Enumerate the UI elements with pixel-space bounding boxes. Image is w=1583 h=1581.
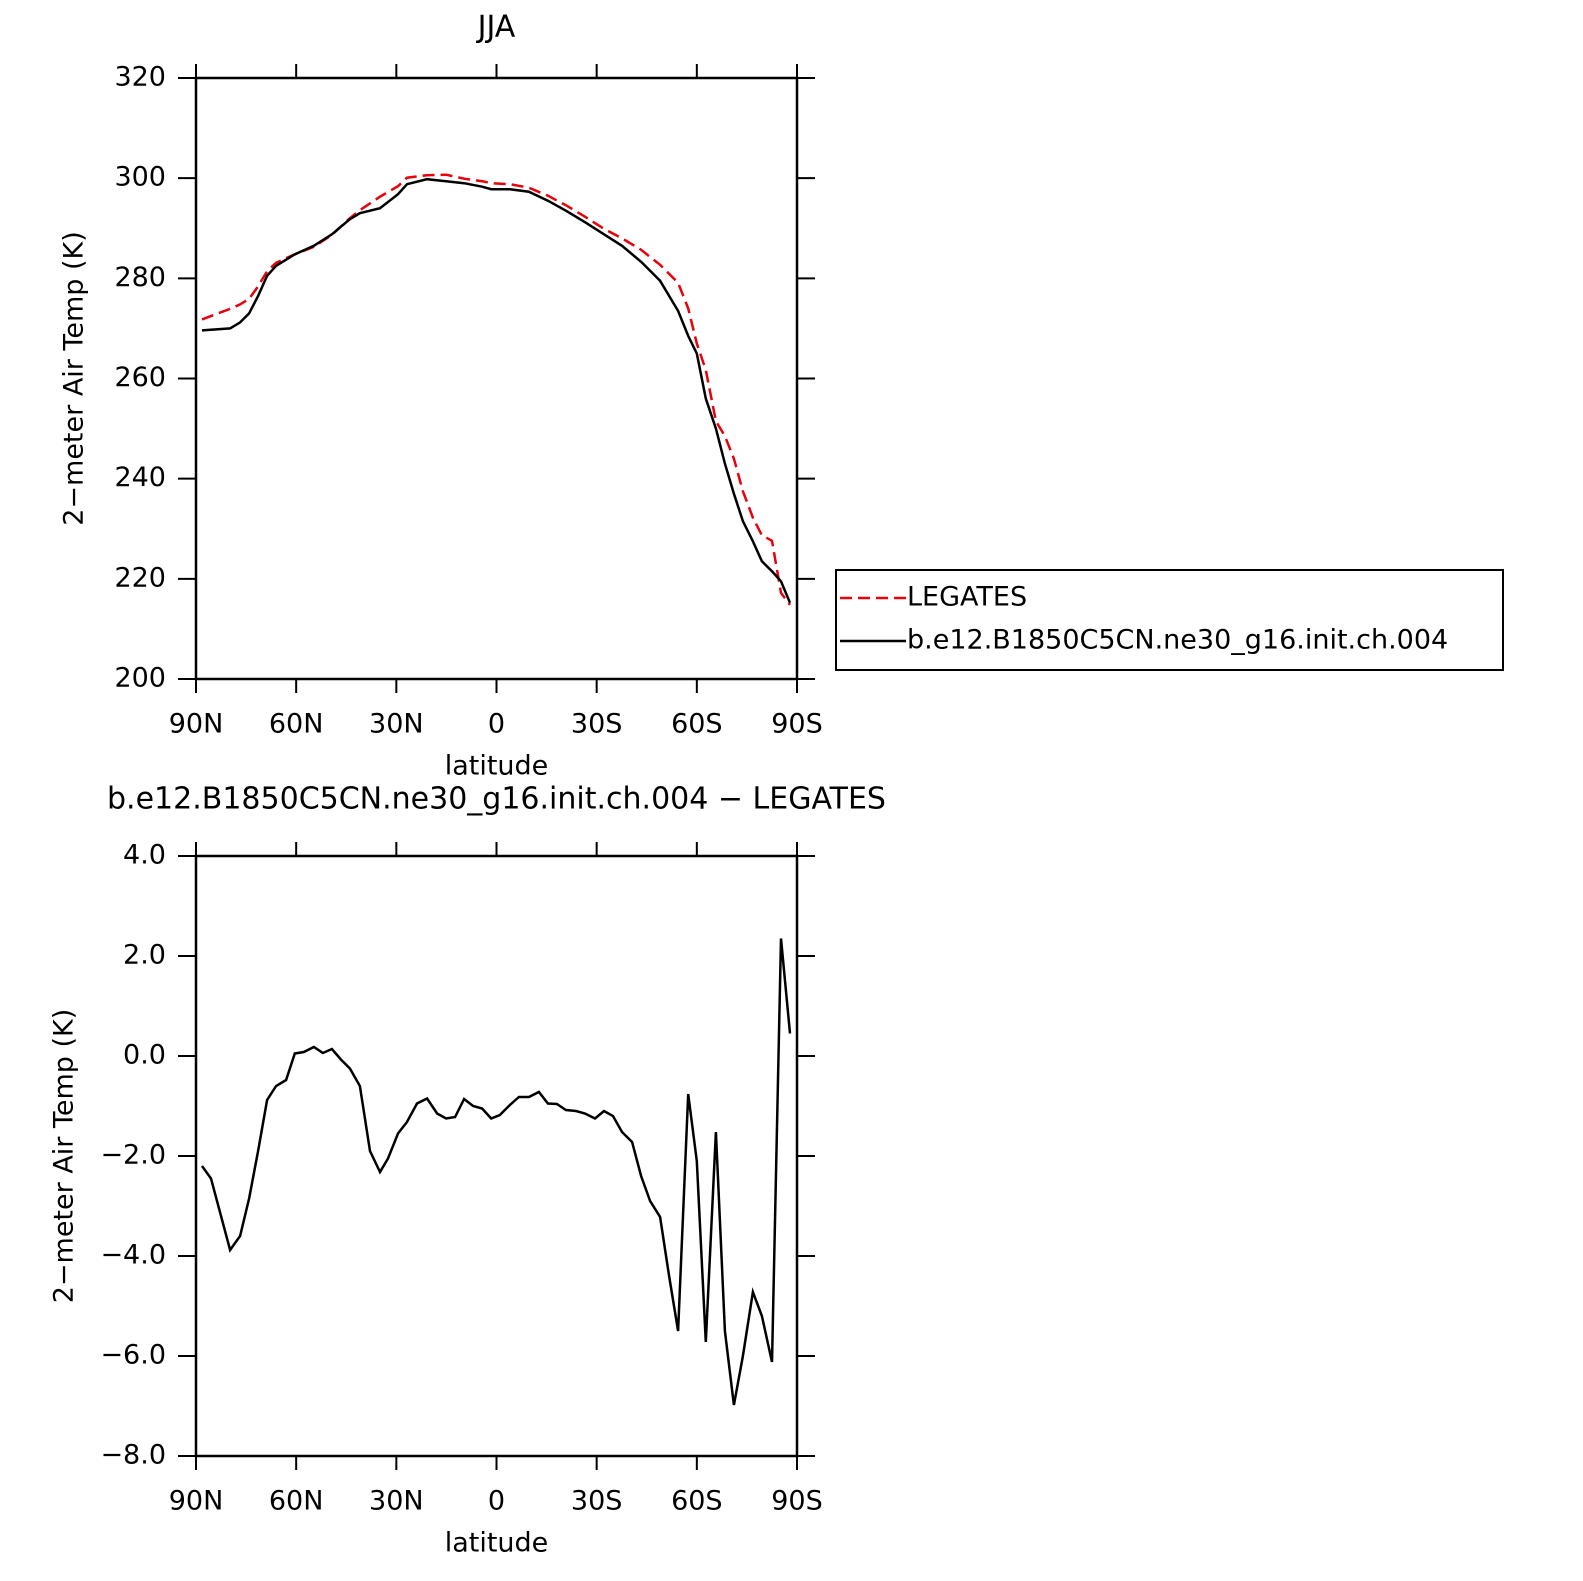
y-tick-label: 200 (114, 663, 166, 694)
legend-label: b.e12.B1850C5CN.ne30_g16.init.ch.004 (907, 625, 1448, 656)
chart-title: b.e12.B1850C5CN.ne30_g16.init.ch.004 − L… (107, 782, 886, 817)
plot-frame (194, 854, 799, 1458)
y-tick-label: 2.0 (123, 940, 166, 971)
legend-label: LEGATES (907, 582, 1027, 613)
x-tick-label: 30S (571, 1486, 623, 1517)
data-line (201, 173, 791, 606)
x-tick-label: 30N (369, 1486, 424, 1517)
y-tick-label: 240 (114, 462, 166, 493)
x-tick-label: 0 (488, 709, 505, 740)
x-tick-label: 90N (169, 1486, 224, 1517)
y-tick-label: 280 (114, 262, 166, 293)
y-tick-label: 300 (114, 162, 166, 193)
x-tick-label: 30N (369, 709, 424, 740)
x-tick-label: 90N (169, 709, 224, 740)
x-tick-label: 60N (269, 709, 324, 740)
x-tick-label: 60S (671, 709, 723, 740)
y-tick-label: −2.0 (100, 1140, 166, 1171)
y-axis-label: 2−meter Air Temp (K) (49, 1009, 80, 1304)
y-tick-label: 0.0 (123, 1040, 166, 1071)
y-tick-label: 4.0 (123, 840, 166, 871)
y-tick-label: 220 (114, 562, 166, 593)
data-line (200, 938, 792, 1406)
data-line (201, 177, 792, 604)
legend-box (835, 569, 1504, 671)
y-tick-label: −8.0 (100, 1440, 166, 1471)
x-axis-label: latitude (445, 1528, 549, 1559)
plot-frame (194, 76, 799, 681)
x-tick-label: 0 (488, 1486, 505, 1517)
x-tick-label: 90S (771, 709, 823, 740)
x-tick-label: 60N (269, 1486, 324, 1517)
x-tick-label: 90S (771, 1486, 823, 1517)
x-tick-label: 60S (671, 1486, 723, 1517)
panel: JJA 200 220 240 260 280 300 320 90N 60N 30N 0 30S 60S… (59, 10, 1504, 782)
chart-title: JJA (476, 10, 516, 45)
y-tick-label: −6.0 (100, 1340, 166, 1371)
panel: b.e12.B1850C5CN.ne30_g16.init.ch.004 − L… (49, 782, 886, 1559)
y-tick-label: −4.0 (100, 1240, 166, 1271)
y-axis-label: 2−meter Air Temp (K) (59, 231, 90, 526)
x-axis-label: latitude (445, 751, 549, 782)
y-tick-label: 260 (114, 362, 166, 393)
y-tick-label: 320 (114, 62, 166, 93)
x-tick-label: 30S (571, 709, 623, 740)
